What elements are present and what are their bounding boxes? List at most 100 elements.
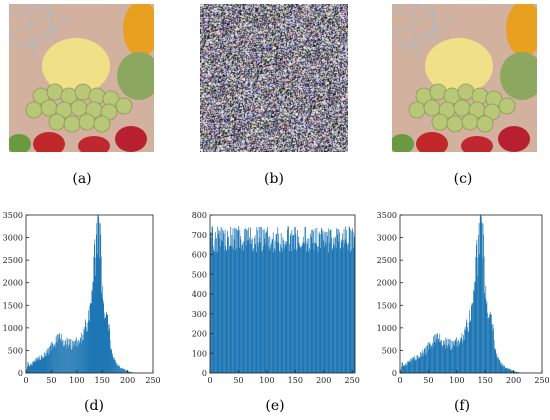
histogram-bar bbox=[323, 240, 324, 373]
histogram-bar bbox=[42, 357, 44, 373]
histogram-bar bbox=[327, 235, 328, 373]
histogram-bar bbox=[434, 342, 436, 373]
histogram-bar bbox=[83, 339, 84, 373]
histogram-bar bbox=[30, 365, 32, 373]
histogram-bar bbox=[295, 234, 297, 373]
histogram-bar bbox=[125, 370, 126, 373]
histogram-bar bbox=[230, 226, 232, 373]
histogram-bar bbox=[460, 337, 462, 373]
histogram-bar bbox=[73, 344, 75, 373]
histogram-bar bbox=[347, 249, 349, 373]
histogram-bar bbox=[346, 242, 348, 373]
histogram-bar bbox=[507, 368, 508, 373]
histogram-bar bbox=[275, 250, 276, 373]
histogram-bar bbox=[493, 328, 494, 373]
histogram-bar bbox=[210, 231, 212, 373]
histogram-bar bbox=[233, 249, 234, 373]
histogram-bar bbox=[495, 355, 497, 373]
y-tick-label: 500 bbox=[382, 346, 397, 355]
histogram-bar bbox=[279, 252, 281, 373]
histogram-bar bbox=[212, 227, 213, 373]
histogram-bar bbox=[74, 341, 75, 373]
histogram-bar bbox=[57, 334, 59, 373]
histogram-bar bbox=[290, 251, 292, 373]
histogram-bar bbox=[427, 342, 429, 373]
histogram-bar bbox=[85, 322, 87, 373]
histogram-bar bbox=[283, 244, 285, 373]
histogram-bar bbox=[55, 347, 56, 373]
histogram-bar bbox=[334, 236, 336, 373]
histogram-bar bbox=[490, 314, 492, 373]
histogram-bar bbox=[339, 248, 341, 373]
histogram-bar bbox=[266, 230, 268, 373]
histogram-bar bbox=[505, 368, 507, 373]
histogram-encrypted: 0 50 100 150 200 250 0 100 200 300 400 500 600 700 800 bbox=[192, 211, 360, 385]
histogram-bar bbox=[269, 236, 271, 373]
histogram-bar bbox=[490, 314, 492, 373]
histogram-bar bbox=[222, 241, 224, 373]
histogram-bar bbox=[246, 240, 248, 373]
histogram-bar bbox=[310, 237, 312, 373]
histogram-bar bbox=[238, 247, 240, 373]
histogram-bar bbox=[352, 231, 354, 373]
histogram-bar bbox=[324, 232, 326, 373]
histogram-bar bbox=[343, 247, 344, 373]
histogram-bar bbox=[50, 342, 52, 373]
histogram-bar bbox=[345, 230, 347, 373]
histogram-bar bbox=[33, 361, 35, 373]
histogram-bar bbox=[274, 240, 276, 373]
y-tick-label: 200 bbox=[192, 330, 207, 339]
histogram-bar bbox=[50, 345, 51, 373]
histogram-bar bbox=[46, 352, 48, 373]
histogram-bar bbox=[457, 341, 458, 373]
histogram-bar bbox=[404, 363, 406, 373]
histogram-bar bbox=[250, 243, 252, 373]
histogram-bar bbox=[130, 372, 131, 373]
histogram-bar bbox=[92, 281, 94, 373]
histogram-bar bbox=[327, 252, 329, 373]
histogram-bar bbox=[430, 348, 432, 373]
histogram-bar bbox=[402, 365, 404, 373]
histogram-bar bbox=[413, 357, 415, 373]
histogram-bar bbox=[265, 244, 267, 373]
histogram-bar bbox=[27, 362, 29, 373]
histogram-bar bbox=[309, 248, 310, 373]
histogram-bar bbox=[229, 246, 230, 373]
caption-f: (f) bbox=[453, 398, 471, 414]
histogram-bar bbox=[259, 226, 261, 373]
histogram-bar bbox=[416, 359, 417, 373]
histogram-bar bbox=[115, 361, 116, 373]
histogram-bar bbox=[112, 353, 113, 373]
y-tick-label: 0 bbox=[202, 369, 207, 378]
histogram-bar bbox=[305, 227, 306, 373]
histogram-bar bbox=[75, 339, 77, 373]
histogram-bar bbox=[337, 228, 339, 373]
histogram-bar bbox=[458, 344, 460, 373]
histogram-bar bbox=[220, 226, 222, 373]
histogram-bar bbox=[443, 341, 444, 373]
histogram-bar bbox=[339, 232, 340, 373]
histogram-bar bbox=[314, 228, 316, 373]
histogram-bar bbox=[48, 347, 50, 373]
histogram-bar bbox=[465, 331, 467, 373]
x-tick-label: 50 bbox=[46, 376, 56, 385]
histogram-bar bbox=[410, 358, 412, 373]
histogram-bar bbox=[70, 345, 71, 373]
histogram-bar bbox=[433, 336, 434, 373]
x-tick-label: 200 bbox=[506, 376, 521, 385]
histogram-bar bbox=[420, 356, 422, 373]
histogram-bar bbox=[43, 357, 45, 373]
histogram-bar bbox=[267, 226, 268, 373]
histogram-bar bbox=[475, 257, 477, 373]
histogram-bar bbox=[323, 247, 325, 373]
histogram-bar bbox=[73, 340, 74, 373]
histogram-bar bbox=[287, 226, 289, 373]
histogram-bar bbox=[514, 371, 516, 373]
histogram-bar bbox=[340, 247, 341, 373]
histogram-bar bbox=[58, 339, 59, 373]
histogram-bar bbox=[488, 317, 489, 373]
histogram-bar bbox=[57, 342, 58, 373]
histogram-bar bbox=[228, 249, 230, 373]
histogram-bar bbox=[268, 237, 270, 373]
histogram-bar bbox=[110, 348, 112, 373]
